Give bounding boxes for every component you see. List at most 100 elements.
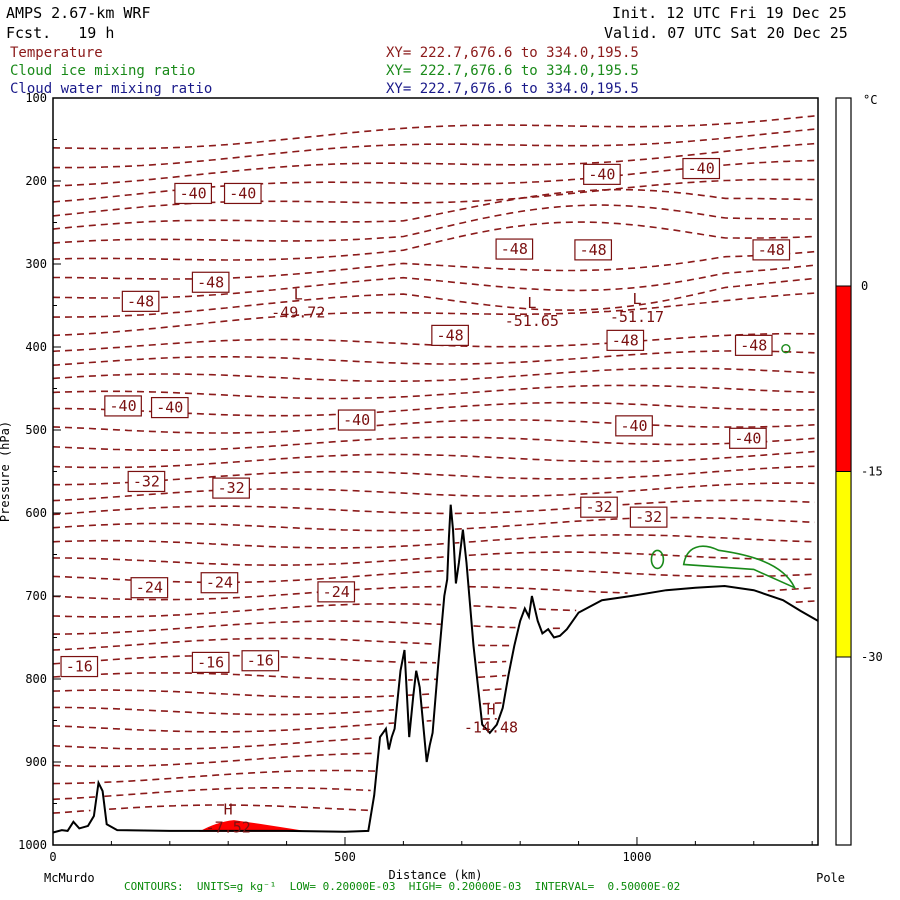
isotherm-line — [52, 804, 371, 814]
contour-label-box — [629, 506, 668, 528]
y-tick-label: 400 — [25, 340, 47, 354]
contour-info-footer: CONTOURS: UNITS=g kg⁻¹ LOW= 0.20000E-03 … — [124, 880, 681, 893]
x-endpoint-right: Pole — [816, 871, 845, 885]
y-tick-label: 500 — [25, 423, 47, 437]
isotherm-line — [52, 600, 815, 618]
isotherm-line — [52, 585, 815, 601]
isotherm-line — [52, 384, 815, 400]
contour-label: -48 — [758, 241, 785, 259]
isotherm-line — [52, 568, 815, 584]
contour-label: -32 — [635, 508, 662, 526]
isotherm-line — [52, 637, 511, 651]
contour-label-box — [729, 427, 767, 449]
extremum-value: -7.52 — [206, 818, 251, 836]
extremum-type: H — [486, 701, 495, 719]
cloud-ice-contour — [682, 545, 797, 590]
isotherm-line — [52, 178, 815, 217]
isotherm-line — [52, 672, 507, 681]
isotherm-line — [52, 450, 815, 469]
contour-label: -40 — [180, 184, 207, 202]
init-time: Init. 12 UTC Fri 19 Dec 25 — [612, 4, 847, 22]
isotherm-line — [52, 204, 815, 244]
contour-label-box — [317, 581, 356, 603]
contour-label-box — [60, 655, 99, 678]
colorbar-unit: °C — [863, 93, 877, 107]
isotherm-line — [53, 753, 427, 766]
isotherm-line — [53, 250, 815, 280]
contour-label: -48 — [612, 331, 639, 349]
legend-cloud-water-name: Cloud water mixing ratio — [10, 81, 213, 97]
isotherm-line — [52, 188, 815, 230]
contour-label: -48 — [197, 273, 224, 291]
isotherm-line — [52, 533, 815, 549]
contour-label: -40 — [343, 411, 370, 429]
isotherm-line — [52, 419, 815, 434]
cloud-ice-contour-tiny — [781, 343, 791, 354]
legend-cloud-water-xy: XY= 222.7,676.6 to 334.0,195.5 — [386, 81, 639, 97]
extremum-value: -49.72 — [271, 304, 325, 322]
isotherm-line — [52, 551, 815, 567]
contour-label: -16 — [247, 652, 274, 670]
contour-label: -16 — [197, 653, 224, 671]
contour-label: -24 — [206, 574, 233, 592]
contour-label-box — [574, 239, 613, 261]
y-tick-label: 300 — [25, 257, 47, 271]
x-endpoint-left: McMurdo — [44, 871, 95, 885]
extremum-value: -51.17 — [610, 308, 664, 326]
contour-label-box — [752, 239, 791, 261]
isotherm-line — [53, 465, 815, 486]
contour-label: -32 — [585, 498, 612, 516]
colorbar-band — [835, 471, 852, 658]
isotherm-line — [53, 702, 502, 716]
x-axis-label: Distance (km) — [389, 868, 483, 882]
extremum-value: -51.65 — [505, 312, 559, 330]
x-tick-label: 0 — [49, 850, 56, 864]
contour-label-box — [583, 163, 621, 185]
y-tick-label: 700 — [25, 589, 47, 603]
contour-label-box — [191, 271, 230, 293]
isotherm-line — [52, 769, 376, 785]
contour-label: -32 — [218, 479, 245, 497]
contour-label-box — [734, 334, 773, 356]
isotherm-line — [52, 688, 502, 699]
y-tick-label: 200 — [25, 174, 47, 188]
isotherm-line — [52, 516, 815, 532]
contour-label-box — [682, 157, 721, 180]
contour-label-box — [495, 238, 534, 260]
contour-label: -40 — [688, 160, 715, 178]
contour-label: -48 — [127, 292, 154, 310]
plot-frame — [52, 97, 819, 846]
model-title: AMPS 2.67-km WRF — [6, 4, 151, 22]
contour-label-box — [121, 290, 160, 312]
isotherm-line — [52, 436, 815, 451]
contour-label-box — [104, 395, 142, 417]
contour-label: -40 — [110, 397, 137, 415]
contour-label-box — [580, 496, 618, 518]
colorbar-tick-label: 0 — [861, 279, 868, 293]
isotherm-line — [52, 482, 815, 502]
terrain-line — [52, 504, 819, 834]
contour-label-box — [431, 324, 469, 346]
contour-label: -40 — [156, 399, 183, 417]
isotherm-line — [53, 277, 815, 318]
contour-label-box — [150, 396, 189, 419]
contour-label-box — [127, 470, 166, 493]
contour-label: -24 — [323, 583, 350, 601]
valid-time: Valid. 07 UTC Sat 20 Dec 25 — [604, 24, 848, 42]
isotherm-line — [53, 736, 427, 749]
x-tick-label: 1000 — [623, 850, 652, 864]
contour-label-box — [606, 329, 645, 351]
extremum-type: L — [527, 294, 536, 312]
isotherm-line — [52, 367, 815, 382]
contour-label-box — [130, 577, 169, 599]
cloud-ice-contour-small — [650, 549, 665, 570]
contour-label-box — [200, 572, 239, 594]
warm-surface-patch — [198, 820, 310, 832]
contour-label-box — [337, 409, 376, 431]
contour-label: -16 — [66, 658, 93, 676]
isotherm-line — [53, 620, 563, 635]
colorbar-tick-label: -30 — [861, 650, 883, 664]
colorbar-tick-label: -15 — [861, 465, 883, 479]
extremum-value: -14.48 — [464, 719, 518, 737]
